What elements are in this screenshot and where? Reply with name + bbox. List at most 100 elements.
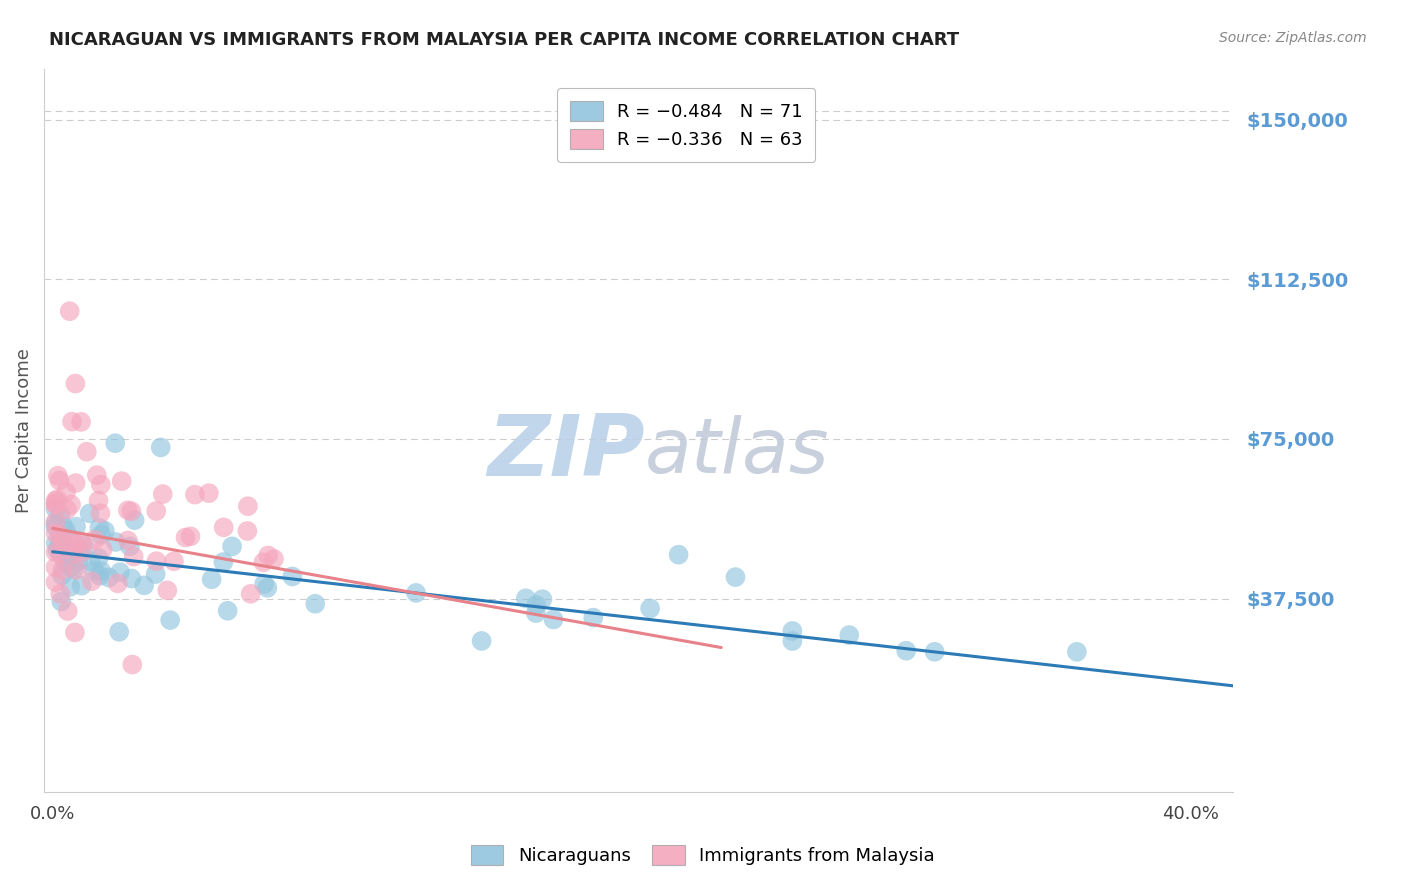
- Point: [263, 552, 285, 566]
- Point: [120, 504, 142, 518]
- Point: [90, 564, 112, 578]
- Point: [221, 539, 243, 553]
- Point: [44, 515, 66, 529]
- Point: [63, 547, 86, 561]
- Point: [145, 567, 167, 582]
- Text: atlas: atlas: [645, 415, 830, 489]
- Point: [83, 533, 105, 547]
- Point: [179, 529, 201, 543]
- Point: [80, 554, 103, 568]
- Point: [896, 644, 918, 658]
- Point: [145, 554, 167, 568]
- Point: [49, 535, 72, 549]
- Point: [89, 506, 111, 520]
- Point: [70, 545, 93, 559]
- Point: [67, 554, 90, 568]
- Point: [59, 580, 82, 594]
- Point: [45, 497, 67, 511]
- Point: [104, 535, 127, 549]
- Point: [257, 549, 280, 563]
- Text: Source: ZipAtlas.com: Source: ZipAtlas.com: [1219, 31, 1367, 45]
- Point: [52, 533, 75, 548]
- Point: [48, 527, 70, 541]
- Point: [60, 415, 83, 429]
- Point: [236, 500, 259, 514]
- Point: [44, 516, 66, 531]
- Point: [63, 625, 86, 640]
- Point: [49, 508, 72, 522]
- Point: [111, 474, 134, 488]
- Point: [65, 519, 87, 533]
- Point: [44, 520, 66, 534]
- Point: [67, 545, 90, 559]
- Point: [51, 568, 73, 582]
- Point: [59, 549, 82, 563]
- Point: [52, 519, 75, 533]
- Point: [51, 536, 73, 550]
- Point: [90, 528, 112, 542]
- Point: [782, 634, 804, 648]
- Point: [48, 474, 70, 488]
- Point: [159, 613, 181, 627]
- Point: [212, 520, 235, 534]
- Point: [89, 521, 111, 535]
- Point: [163, 554, 186, 568]
- Point: [145, 504, 167, 518]
- Point: [45, 536, 67, 550]
- Point: [134, 578, 156, 592]
- Point: [782, 624, 804, 638]
- Point: [121, 657, 143, 672]
- Point: [236, 524, 259, 538]
- Point: [582, 610, 605, 624]
- Point: [53, 536, 76, 550]
- Point: [149, 441, 172, 455]
- Point: [543, 612, 565, 626]
- Point: [70, 535, 93, 549]
- Point: [46, 492, 69, 507]
- Point: [838, 628, 860, 642]
- Point: [87, 551, 110, 566]
- Point: [118, 539, 141, 553]
- Point: [405, 586, 427, 600]
- Point: [89, 569, 111, 583]
- Point: [256, 581, 278, 595]
- Point: [76, 444, 98, 458]
- Point: [59, 304, 82, 318]
- Point: [70, 415, 93, 429]
- Point: [70, 579, 93, 593]
- Point: [107, 576, 129, 591]
- Point: [51, 594, 73, 608]
- Point: [94, 524, 117, 538]
- Point: [239, 587, 262, 601]
- Point: [53, 555, 76, 569]
- Point: [104, 436, 127, 450]
- Point: [80, 574, 103, 589]
- Point: [83, 564, 105, 578]
- Point: [117, 503, 139, 517]
- Text: ZIP: ZIP: [486, 410, 645, 493]
- Point: [201, 572, 224, 586]
- Point: [924, 645, 946, 659]
- Point: [60, 560, 83, 574]
- Point: [91, 542, 114, 557]
- Text: NICARAGUAN VS IMMIGRANTS FROM MALAYSIA PER CAPITA INCOME CORRELATION CHART: NICARAGUAN VS IMMIGRANTS FROM MALAYSIA P…: [49, 31, 959, 49]
- Point: [108, 565, 131, 579]
- Point: [198, 486, 221, 500]
- Point: [120, 572, 142, 586]
- Point: [44, 526, 66, 541]
- Point: [51, 563, 73, 577]
- Point: [90, 477, 112, 491]
- Point: [86, 468, 108, 483]
- Point: [97, 570, 120, 584]
- Point: [471, 634, 494, 648]
- Point: [156, 583, 179, 598]
- Point: [65, 536, 87, 550]
- Point: [55, 524, 77, 538]
- Point: [63, 562, 86, 576]
- Point: [49, 587, 72, 601]
- Point: [1066, 645, 1088, 659]
- Y-axis label: Per Capita Income: Per Capita Income: [15, 348, 32, 513]
- Point: [56, 502, 79, 516]
- Legend: Nicaraguans, Immigrants from Malaysia: Nicaraguans, Immigrants from Malaysia: [464, 838, 942, 872]
- Point: [87, 493, 110, 508]
